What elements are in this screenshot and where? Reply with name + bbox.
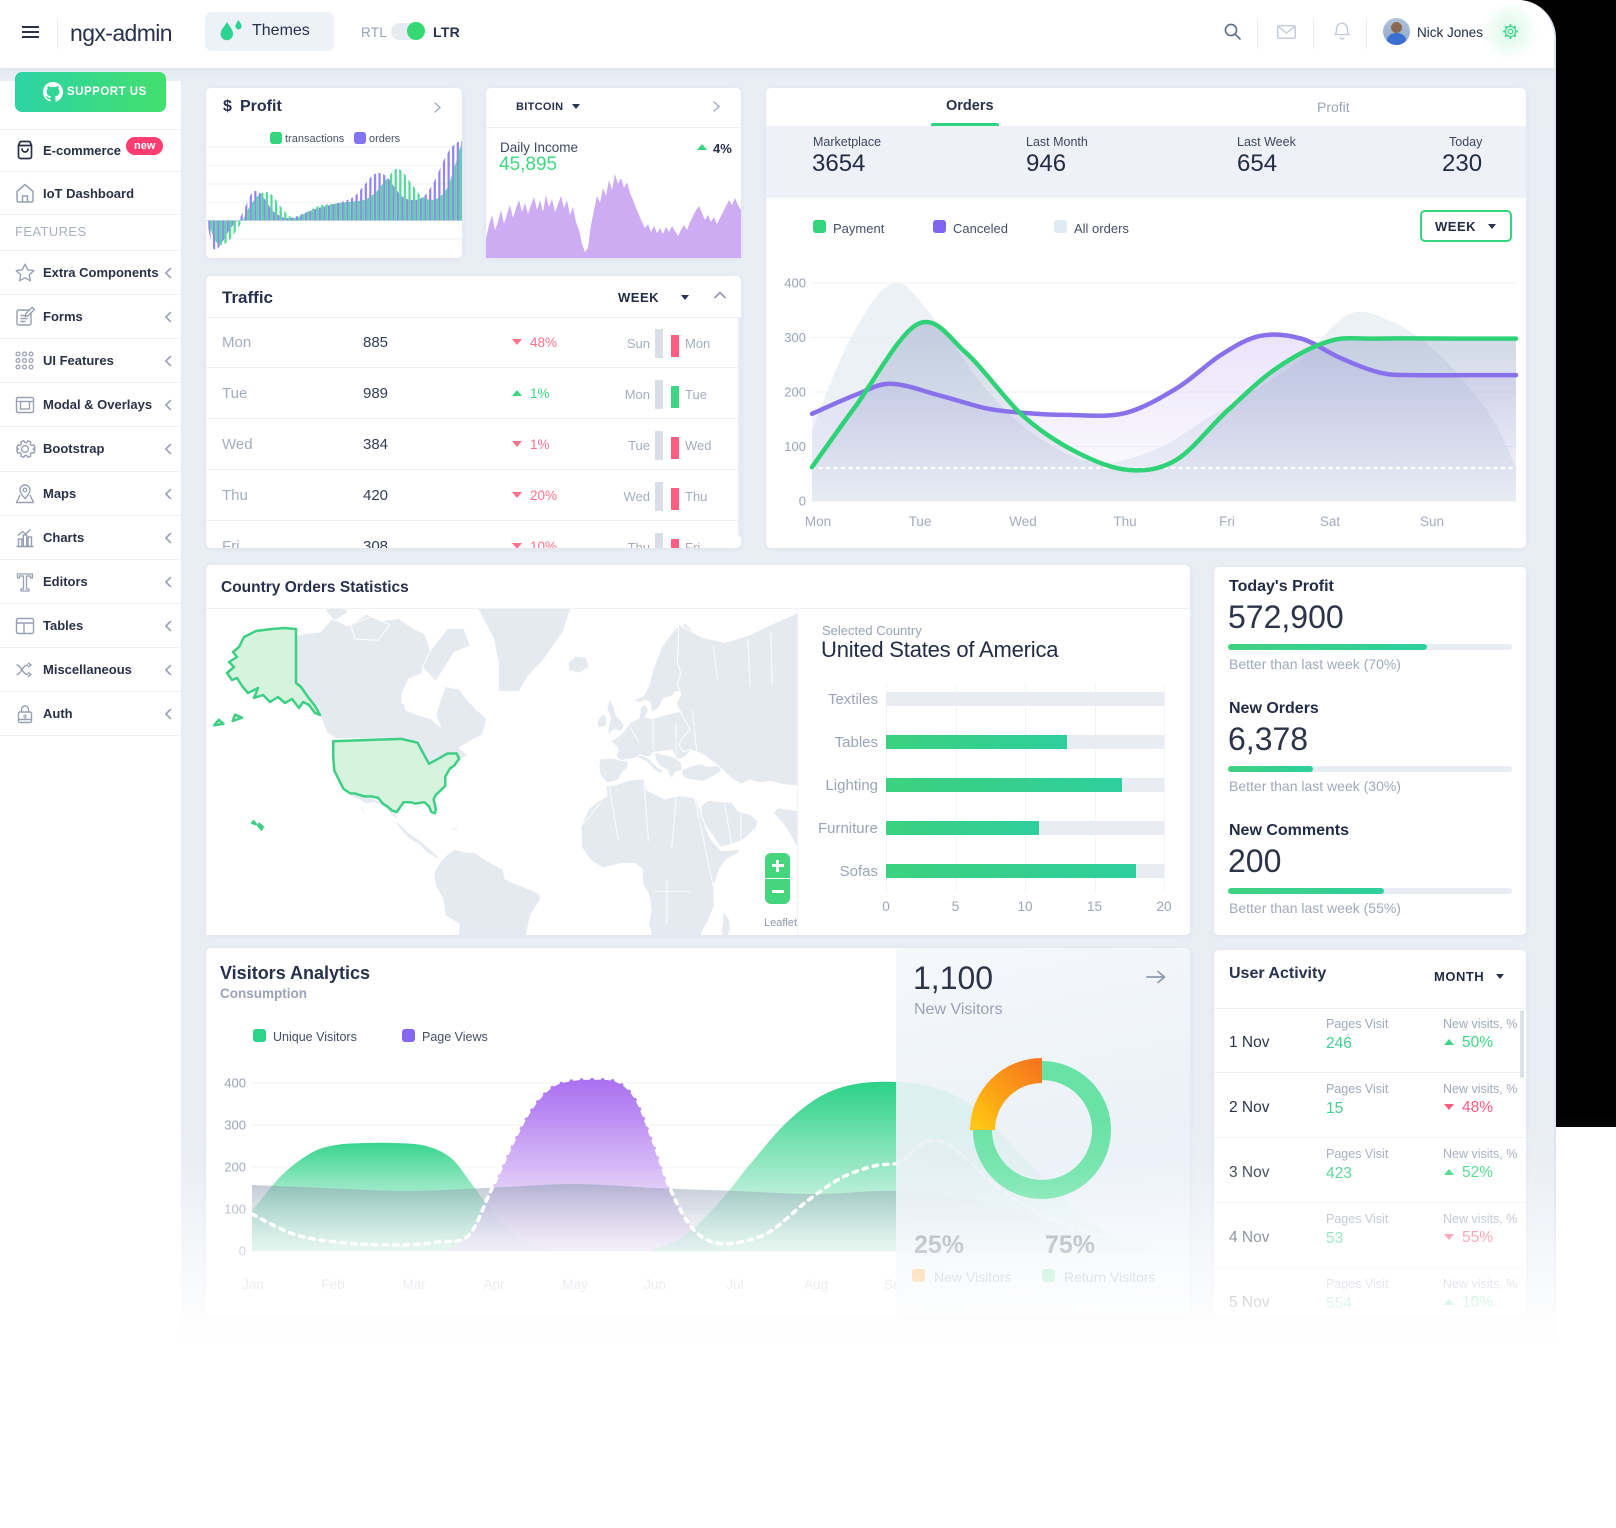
- svg-text:Thu: Thu: [1113, 514, 1136, 529]
- svg-text:100: 100: [784, 439, 806, 454]
- svg-text:Sun: Sun: [1420, 514, 1444, 529]
- svg-text:200: 200: [784, 385, 806, 400]
- svg-text:Mon: Mon: [805, 514, 831, 529]
- svg-text:Sat: Sat: [1320, 514, 1341, 529]
- svg-text:Tue: Tue: [909, 514, 932, 529]
- svg-text:Fri: Fri: [1219, 514, 1235, 529]
- svg-text:400: 400: [224, 1076, 246, 1091]
- svg-text:300: 300: [784, 330, 806, 345]
- svg-text:Wed: Wed: [1009, 514, 1037, 529]
- svg-text:400: 400: [784, 276, 806, 291]
- svg-text:0: 0: [799, 494, 806, 509]
